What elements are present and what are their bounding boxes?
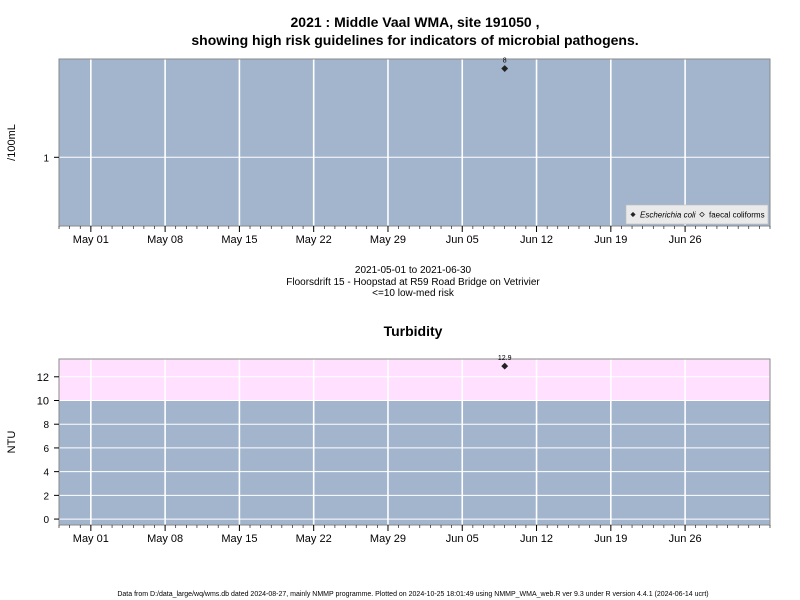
x-tick-label: Jun 19 (594, 234, 627, 246)
legend-box (625, 204, 769, 225)
footer-note: Data from D:/data_large/wq/wms.db dated … (117, 591, 708, 598)
x-tick-label: Jun 19 (594, 533, 627, 545)
turbidity-panel-title: Turbidity (384, 323, 443, 339)
y-tick-label: 0 (43, 515, 49, 526)
data-label: 12.9 (498, 355, 512, 362)
x-tick-label: May 15 (221, 533, 257, 545)
y-tick-label: 10 (37, 396, 49, 408)
x-tick-label: Jun 12 (520, 533, 553, 545)
plot-area (59, 59, 770, 226)
x-tick-label: May 22 (296, 533, 332, 545)
x-tick-label: May 08 (147, 533, 183, 545)
x-tick-label: May 01 (73, 533, 109, 545)
subtitle-risk-note: <=10 low-med risk (372, 288, 455, 299)
x-tick-label: May 22 (296, 234, 332, 246)
y-axis-label: NTU (6, 431, 18, 454)
subtitle-site-name: Floorsdrift 15 - Hoopstad at R59 Road Br… (286, 277, 540, 288)
turbidity-panel: May 01 May 08 May 15 May 22 May 29 Jun 05 Jun … (6, 355, 771, 545)
x-tick-label: Jun 05 (446, 234, 479, 246)
y-tick-label: 12 (37, 372, 49, 384)
y-tick-label: 4 (43, 468, 49, 479)
x-tick-label: May 08 (147, 234, 183, 246)
plot-border (58, 58, 771, 227)
x-tick-label: Jun 05 (446, 533, 479, 545)
data-point (501, 65, 509, 72)
ecoli-panel: May 01 May 08 May 15 May 22 May 29 Jun 05 Jun … (6, 58, 771, 246)
x-tick-label: Jun 12 (520, 234, 553, 246)
chart-title-line2: showing high risk guidelines for indicat… (191, 32, 638, 48)
y-tick-label: 1 (43, 153, 49, 164)
y-tick-label: 8 (43, 420, 49, 431)
y-axis-label: /100mL (6, 124, 18, 161)
legend-marker-faecal (699, 211, 705, 218)
plot-border (58, 358, 771, 526)
legend-marker-ecoli (630, 211, 636, 218)
x-tick-label: May 01 (73, 234, 109, 246)
y-tick-label: 6 (43, 444, 49, 455)
chart-title-line1: 2021 : Middle Vaal WMA, site 191050 , (291, 14, 540, 30)
high-risk-band (59, 359, 770, 401)
data-point (501, 362, 509, 370)
subtitle-date-range: 2021-05-01 to 2021-06-30 (355, 265, 472, 276)
legend-label-ecoli: Escherichia coli (640, 211, 696, 220)
x-tick-label: Jun 26 (669, 234, 702, 246)
x-tick-label: May 29 (370, 533, 406, 545)
data-label: 8 (503, 58, 507, 65)
y-tick-label: 2 (43, 491, 49, 502)
x-tick-label: May 29 (370, 234, 406, 246)
x-tick-label: Jun 26 (669, 533, 702, 545)
legend-label-faecal: faecal coliforms (709, 211, 765, 220)
x-tick-label: May 15 (221, 234, 257, 246)
